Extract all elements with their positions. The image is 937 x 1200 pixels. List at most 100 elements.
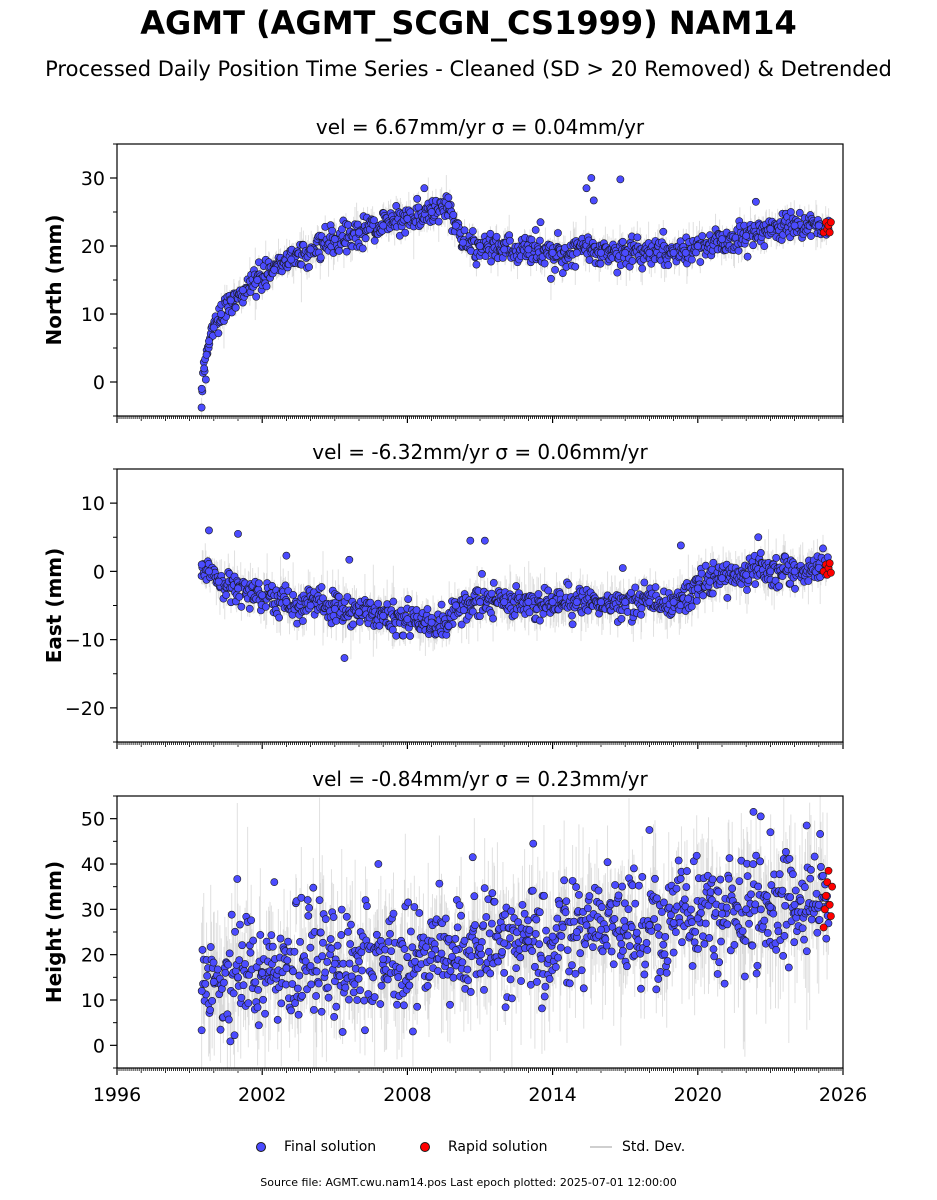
final-point xyxy=(298,617,307,625)
final-point xyxy=(506,236,514,245)
final-point xyxy=(669,598,678,606)
final-point xyxy=(500,245,509,254)
outlier-point xyxy=(587,174,596,182)
final-point xyxy=(631,583,640,592)
final-point xyxy=(306,601,315,610)
final-point xyxy=(427,618,436,627)
final-point xyxy=(487,589,496,598)
final-point xyxy=(524,245,533,254)
final-point xyxy=(709,558,718,567)
rapid-point xyxy=(825,228,834,237)
final-point xyxy=(444,201,453,210)
figure-subtitle: Processed Daily Position Time Series - C… xyxy=(45,57,892,81)
final-point xyxy=(772,554,781,562)
final-point xyxy=(361,234,370,243)
panel-1-final-points xyxy=(197,174,833,412)
y-tick-label: 0 xyxy=(93,561,105,583)
final-point xyxy=(572,598,581,606)
final-point xyxy=(819,544,827,553)
outlier-point xyxy=(589,196,598,205)
final-point xyxy=(492,232,501,241)
final-point xyxy=(468,227,477,235)
final-point xyxy=(617,614,626,623)
panel-3-data xyxy=(197,796,837,1068)
final-point xyxy=(262,282,271,291)
final-point xyxy=(751,580,760,589)
final-point xyxy=(669,248,678,257)
panel-2-data xyxy=(197,526,835,662)
final-point xyxy=(261,602,270,611)
final-point xyxy=(282,598,291,606)
outlier-point xyxy=(466,536,475,545)
outlier-point xyxy=(616,175,625,184)
final-point xyxy=(597,248,605,257)
final-point xyxy=(374,599,383,608)
final-point xyxy=(275,613,284,622)
final-point xyxy=(627,588,636,597)
panel-1-title: vel = 6.67mm/yr σ = 0.04mm/yr xyxy=(316,115,645,139)
final-point xyxy=(444,193,453,202)
final-point xyxy=(388,625,397,634)
final-point xyxy=(597,598,605,606)
y-tick-label: 0 xyxy=(93,372,105,394)
final-point xyxy=(289,590,298,599)
final-point xyxy=(459,238,467,247)
final-point xyxy=(645,598,654,606)
final-point xyxy=(613,268,622,277)
final-point xyxy=(197,560,206,569)
final-point xyxy=(807,232,815,240)
final-point xyxy=(795,208,804,217)
outlier-point xyxy=(676,541,685,550)
final-point xyxy=(664,261,673,269)
final-point xyxy=(547,274,555,283)
panel-3-title: vel = -0.84mm/yr σ = 0.23mm/yr xyxy=(312,767,648,791)
final-point xyxy=(651,583,660,592)
panel-2-final-points xyxy=(197,526,833,662)
final-point xyxy=(449,210,458,219)
final-point xyxy=(621,248,630,257)
final-point xyxy=(489,578,498,587)
panel-1-rapid-points xyxy=(819,218,835,237)
final-point xyxy=(534,590,543,598)
final-point xyxy=(699,591,707,600)
final-point xyxy=(358,244,367,253)
final-point xyxy=(434,217,443,226)
outlier-point xyxy=(536,218,545,227)
final-point xyxy=(306,245,315,254)
outlier-point xyxy=(480,536,489,545)
final-point xyxy=(536,616,544,625)
final-point xyxy=(790,221,799,230)
final-point xyxy=(209,323,218,332)
final-point xyxy=(585,256,594,264)
final-point xyxy=(403,615,412,624)
final-point xyxy=(531,226,540,234)
final-point xyxy=(472,260,481,269)
final-point xyxy=(349,620,357,629)
final-point xyxy=(328,226,337,235)
final-point xyxy=(287,255,296,264)
final-point xyxy=(205,337,213,346)
panel-1-ylabel: North (mm) xyxy=(42,214,66,345)
panel-1-std-dev xyxy=(201,175,830,416)
final-point xyxy=(335,246,344,255)
final-point xyxy=(554,229,562,237)
final-point xyxy=(399,631,408,640)
final-point xyxy=(252,292,261,301)
final-point xyxy=(742,570,751,579)
final-point xyxy=(786,579,795,588)
y-tick-label: 10 xyxy=(81,304,105,326)
final-point xyxy=(253,276,262,284)
y-tick-label: 10 xyxy=(81,493,105,515)
final-point xyxy=(460,226,469,235)
final-point xyxy=(525,608,534,617)
final-point xyxy=(638,264,647,273)
final-point xyxy=(355,608,363,617)
outlier-point xyxy=(340,654,349,662)
outlier-point xyxy=(754,533,763,542)
outlier-point xyxy=(751,197,760,206)
final-point xyxy=(558,269,567,277)
final-point xyxy=(512,582,521,590)
final-point xyxy=(413,194,422,203)
final-point xyxy=(237,602,246,611)
final-point xyxy=(375,621,384,630)
